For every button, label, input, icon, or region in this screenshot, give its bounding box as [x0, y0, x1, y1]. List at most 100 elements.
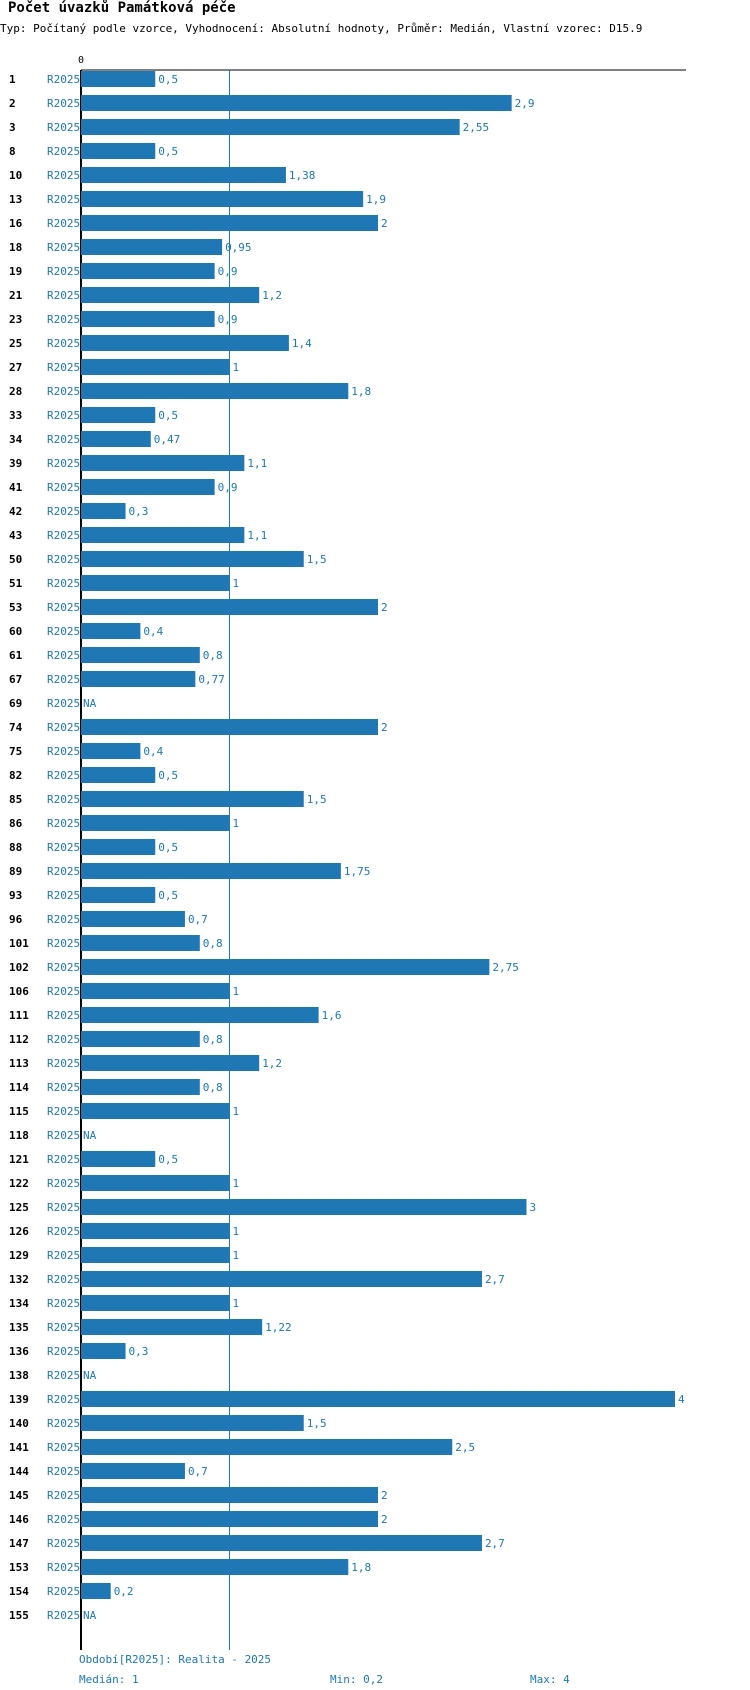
- bar-value-label: 1,8: [351, 1561, 371, 1574]
- bar: [81, 1055, 260, 1071]
- category-label: 69: [9, 697, 22, 710]
- series-label: R2025: [47, 1417, 80, 1430]
- bar-value-label: 1: [233, 1177, 240, 1190]
- category-label: 50: [9, 553, 22, 566]
- category-label: 85: [9, 793, 22, 806]
- category-label: 106: [9, 985, 29, 998]
- bar: [81, 455, 245, 471]
- bar: [81, 1391, 675, 1407]
- bar-value-label: 0,9: [218, 313, 238, 326]
- series-label: R2025: [47, 673, 80, 686]
- category-label: 153: [9, 1561, 29, 1574]
- category-label: 125: [9, 1201, 29, 1214]
- series-label: R2025: [47, 193, 80, 206]
- bar-value-label: 1,1: [247, 529, 267, 542]
- bar-value-label: 1,2: [262, 289, 282, 302]
- series-label: R2025: [47, 529, 80, 542]
- bar: [81, 911, 185, 927]
- footer-min: Min: 0,2: [330, 1673, 383, 1686]
- category-label: 139: [9, 1393, 29, 1406]
- series-label: R2025: [47, 841, 80, 854]
- bar-value-label: 2,55: [463, 121, 490, 134]
- series-label: R2025: [47, 169, 80, 182]
- series-label: R2025: [47, 985, 80, 998]
- bar-value-label: 0,4: [143, 745, 163, 758]
- series-label: R2025: [47, 1297, 80, 1310]
- bar: [81, 743, 141, 759]
- series-label: R2025: [47, 577, 80, 590]
- series-label: R2025: [47, 337, 80, 350]
- series-label: R2025: [47, 1201, 80, 1214]
- bar: [81, 383, 349, 399]
- bar: [81, 1175, 230, 1191]
- series-label: R2025: [47, 265, 80, 278]
- bar-value-label: 1,8: [351, 385, 371, 398]
- bar-value-label: 1,4: [292, 337, 312, 350]
- series-label: R2025: [47, 409, 80, 422]
- category-label: 41: [9, 481, 23, 494]
- category-label: 53: [9, 601, 22, 614]
- category-label: 43: [9, 529, 22, 542]
- bar: [81, 1271, 482, 1287]
- bar-value-label: 0,5: [158, 769, 178, 782]
- bar: [81, 983, 230, 999]
- bar-value-label: 0,47: [154, 433, 181, 446]
- bar-value-label: 1,6: [322, 1009, 342, 1022]
- footer-period: Období[R2025]: Realita - 2025: [79, 1653, 272, 1666]
- series-label: R2025: [47, 1441, 80, 1454]
- category-label: 154: [9, 1585, 29, 1598]
- series-label: R2025: [47, 721, 80, 734]
- bar: [81, 287, 260, 303]
- category-label: 86: [9, 817, 23, 830]
- series-label: R2025: [47, 1609, 80, 1622]
- series-label: R2025: [47, 697, 80, 710]
- category-label: 82: [9, 769, 22, 782]
- bar-value-label: 0,2: [114, 1585, 134, 1598]
- bar-value-label: 1: [233, 577, 240, 590]
- bar: [81, 1343, 126, 1359]
- category-label: 10: [9, 169, 22, 182]
- bar-value-label: 2: [381, 601, 388, 614]
- series-label: R2025: [47, 865, 80, 878]
- bar-value-label: NA: [83, 1369, 97, 1382]
- series-label: R2025: [47, 1345, 80, 1358]
- bar: [81, 1247, 230, 1263]
- series-label: R2025: [47, 313, 80, 326]
- bar: [81, 887, 156, 903]
- series-label: R2025: [47, 745, 80, 758]
- series-label: R2025: [47, 1153, 80, 1166]
- series-label: R2025: [47, 601, 80, 614]
- bar: [81, 167, 286, 183]
- bar-value-label: 1,5: [307, 553, 327, 566]
- bar-value-label: 0,8: [203, 1081, 223, 1094]
- category-label: 16: [9, 217, 23, 230]
- bar-value-label: 0,9: [218, 265, 238, 278]
- bar-value-label: 0,5: [158, 1153, 178, 1166]
- category-label: 3: [9, 121, 16, 134]
- bar-value-label: 1,5: [307, 1417, 327, 1430]
- bar: [81, 1007, 319, 1023]
- bar: [81, 1463, 185, 1479]
- bar-value-label: 0,77: [198, 673, 225, 686]
- bar: [81, 1559, 349, 1575]
- bar: [81, 407, 156, 423]
- bar-value-label: 1: [233, 361, 240, 374]
- bar: [81, 623, 141, 639]
- category-label: 111: [9, 1009, 29, 1022]
- series-label: R2025: [47, 73, 80, 86]
- bar: [81, 95, 512, 111]
- series-label: R2025: [47, 649, 80, 662]
- bar: [81, 1535, 482, 1551]
- category-label: 75: [9, 745, 22, 758]
- bar: [81, 959, 490, 975]
- bar: [81, 263, 215, 279]
- category-label: 115: [9, 1105, 29, 1118]
- bar-value-label: 0,5: [158, 889, 178, 902]
- bar: [81, 671, 196, 687]
- series-label: R2025: [47, 769, 80, 782]
- bar-value-label: 2: [381, 1513, 388, 1526]
- bar-value-label: 0,8: [203, 649, 223, 662]
- bar: [81, 503, 126, 519]
- bar: [81, 1031, 200, 1047]
- category-label: 102: [9, 961, 29, 974]
